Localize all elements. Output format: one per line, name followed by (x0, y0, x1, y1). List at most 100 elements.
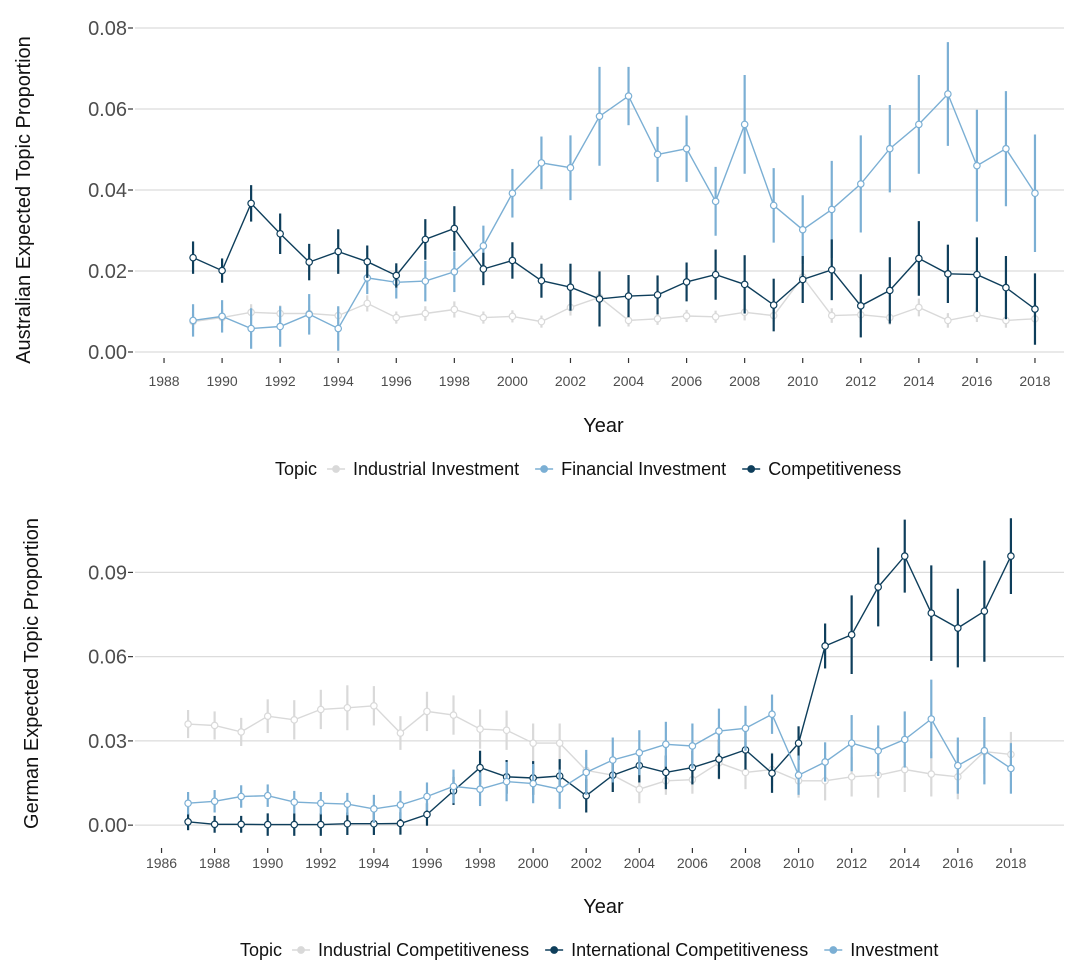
data-point (741, 768, 750, 777)
data-point (508, 312, 517, 321)
data-point (276, 229, 284, 238)
data-point (715, 755, 723, 763)
data-point (537, 317, 546, 326)
x-tick-label: 2008 (729, 373, 760, 389)
data-point (798, 225, 807, 234)
x-tick-label: 2000 (497, 373, 528, 389)
data-point (263, 791, 272, 800)
data-point (263, 820, 272, 829)
data-point (847, 773, 856, 781)
data-point (944, 316, 952, 325)
data-point (370, 701, 378, 710)
x-tick-label: 2004 (613, 373, 644, 389)
data-point (305, 258, 313, 266)
x-tick-label: 1990 (252, 855, 283, 871)
data-point (740, 280, 749, 289)
data-point (479, 265, 488, 273)
data-point (915, 254, 923, 263)
data-point (927, 715, 936, 723)
data-point (682, 278, 691, 286)
data-point (624, 316, 633, 325)
y-tick-label: 0.03 (88, 731, 127, 753)
series-line (188, 713, 1012, 810)
data-point (508, 256, 517, 265)
data-point (856, 302, 865, 310)
data-point (343, 819, 352, 828)
data-point (711, 312, 720, 321)
data-point (927, 609, 936, 617)
series-2 (189, 185, 1039, 345)
data-point (900, 735, 909, 744)
x-tick-label: 1988 (199, 855, 230, 871)
x-tick-label: 1990 (207, 373, 238, 389)
data-point (476, 725, 484, 733)
data-point (363, 257, 372, 266)
data-point (915, 303, 923, 312)
series-2 (184, 679, 1015, 823)
data-point (582, 768, 591, 777)
x-tick-label: 2008 (730, 855, 761, 871)
data-point (502, 726, 511, 735)
x-tick-label: 2012 (845, 373, 876, 389)
data-point (334, 324, 343, 333)
x-tick-label: 2014 (903, 373, 934, 389)
data-point (768, 769, 776, 777)
data-point (421, 277, 430, 285)
data-point (189, 316, 197, 325)
data-point (1007, 552, 1015, 560)
data-point (973, 310, 981, 319)
data-point (980, 607, 989, 615)
x-tick-label: 1996 (411, 855, 442, 871)
data-point (856, 180, 865, 188)
australian-chart: 0.00 0.02 0.04 0.06 0.08 1988 1990 1992 1994 1996… (13, 18, 1064, 479)
x-tick-label: 2010 (787, 373, 818, 389)
data-point (529, 779, 537, 788)
data-point (184, 817, 192, 826)
data-point (886, 286, 894, 295)
data-point (595, 295, 604, 303)
legend-key-point (540, 465, 549, 473)
x-tick-label: 2006 (671, 373, 702, 389)
x-tick-label: 2014 (889, 855, 920, 871)
x-tick-label: 2002 (555, 373, 586, 389)
data-point (1031, 305, 1039, 313)
data-point (392, 271, 401, 280)
data-point (449, 711, 458, 719)
x-tick-label: 1986 (146, 855, 177, 871)
series-line (193, 92, 1036, 330)
data-point (768, 710, 776, 719)
data-point (827, 311, 836, 320)
data-point (682, 144, 691, 153)
data-point (653, 150, 662, 159)
x-tick-label: 1992 (305, 855, 336, 871)
data-point (944, 90, 952, 98)
x-tick-label: 1998 (439, 373, 470, 389)
data-point (247, 199, 255, 208)
data-point (798, 275, 807, 284)
data-point (688, 742, 697, 750)
x-tick-label: 2000 (518, 855, 549, 871)
series-line (188, 554, 1012, 826)
legend: Topic Industrial Investment Financial Inve… (275, 459, 901, 479)
data-point (316, 799, 325, 808)
data-point (847, 739, 856, 747)
data-point (396, 729, 405, 737)
data-point (1007, 764, 1015, 773)
data-point (827, 265, 836, 274)
data-point (210, 797, 219, 806)
data-point (247, 324, 255, 333)
data-point (1002, 144, 1010, 153)
x-axis-title: Year (583, 896, 624, 918)
data-point (184, 720, 192, 728)
data-point (566, 283, 575, 292)
data-point (794, 771, 803, 779)
y-tick-label: 0.00 (88, 815, 127, 837)
data-point (874, 583, 883, 591)
data-point (973, 161, 981, 170)
y-axis-title: Australian Expected Topic Proportion (13, 36, 35, 364)
data-point (973, 270, 981, 279)
data-point (711, 197, 720, 206)
y-axis-title: German Expected Topic Proportion (21, 518, 43, 829)
x-tick-label: 2012 (836, 855, 867, 871)
data-point (653, 314, 662, 323)
